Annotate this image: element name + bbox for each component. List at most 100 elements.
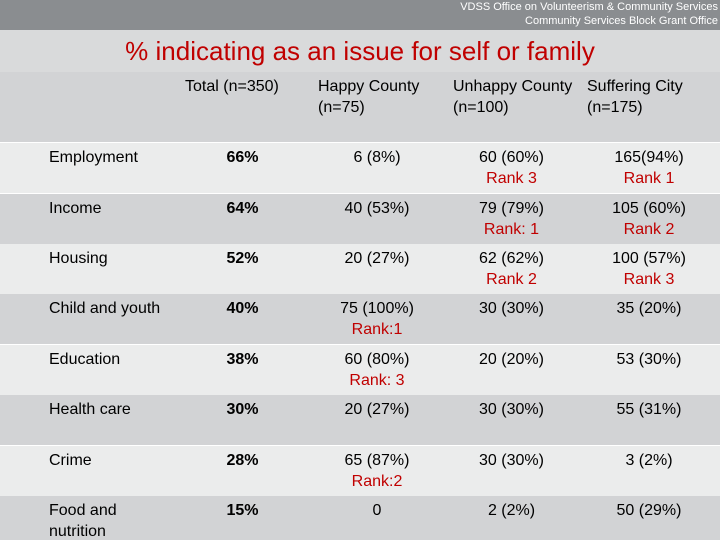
suffering-cell-value: 3 (2%) — [625, 452, 673, 469]
unhappy-cell-value: 30 (30%) — [479, 401, 544, 418]
total-cell-value: 64% — [226, 200, 259, 217]
rank-label: Rank: 3 — [349, 372, 405, 389]
unhappy-cell-value: 2 (2%) — [487, 502, 536, 519]
issue-label: Housing — [0, 244, 176, 294]
suffering-cell: 105 (60%) Rank 2 — [578, 194, 720, 244]
total-cell: 52% — [176, 244, 309, 294]
suffering-cell-value: 100 (57%) — [612, 250, 686, 267]
happy-cell-value: 60 (80%) — [344, 351, 410, 368]
rank-label: Rank:1 — [351, 321, 403, 338]
issue-label: Income — [0, 194, 176, 244]
happy-cell: 75 (100%) Rank:1 — [309, 294, 445, 344]
happy-cell: 0 — [309, 496, 445, 540]
happy-cell: 6 (8%) — [309, 143, 445, 193]
unhappy-cell: 2 (2%) — [445, 496, 578, 540]
suffering-cell: 35 (20%) — [578, 294, 720, 344]
happy-cell-value: 20 (27%) — [344, 250, 410, 267]
total-cell: 28% — [176, 446, 309, 496]
suffering-cell: 100 (57%) Rank 3 — [578, 244, 720, 294]
table-row: Employment 66% 6 (8%) 60 (60%) Rank 3 165(94%… — [0, 143, 720, 193]
unhappy-cell: 30 (30%) — [445, 446, 578, 496]
table-row: Child and youth 40% 75 (100%) Rank:1 30 (30%… — [0, 294, 720, 344]
table-row: Food and nutrition 15% 0 2 (2%) 50 (29%) — [0, 496, 720, 540]
suffering-cell-value: 50 (29%) — [616, 502, 682, 519]
rank-label: Rank 2 — [623, 221, 675, 238]
table-row: Housing 52% 20 (27%) 62 (62%) Rank 2 100 (57%… — [0, 244, 720, 294]
total-cell: 66% — [176, 143, 309, 193]
total-cell: 64% — [176, 194, 309, 244]
unhappy-cell: 20 (20%) — [445, 345, 578, 395]
rank-label: Rank 2 — [486, 271, 537, 288]
unhappy-cell: 30 (30%) — [445, 395, 578, 445]
rank-label: Rank 3 — [623, 271, 675, 288]
title-band — [0, 30, 720, 72]
suffering-cell-value: 105 (60%) — [612, 200, 686, 217]
happy-cell-value: 75 (100%) — [340, 300, 414, 317]
happy-cell-value: 20 (27%) — [344, 401, 410, 418]
unhappy-cell: 60 (60%) Rank 3 — [445, 143, 578, 193]
total-cell: 15% — [176, 496, 309, 540]
col-header-total: Total (n=350) — [176, 72, 309, 142]
suffering-cell: 165(94%) Rank 1 — [578, 143, 720, 193]
table-row: Crime 28% 65 (87%) Rank:2 30 (30%) 3 (2%) — [0, 446, 720, 496]
total-cell-value: 28% — [226, 452, 259, 469]
issue-label: Child and youth — [0, 294, 176, 344]
org-office: Community Services Block Grant Office — [525, 15, 718, 27]
table-row: Education 38% 60 (80%) Rank: 3 20 (20%) 53 (3… — [0, 345, 720, 395]
issue-label: Employment — [0, 143, 176, 193]
total-cell-value: 66% — [226, 149, 259, 166]
col-header-unhappy: Unhappy County (n=100) — [445, 72, 578, 142]
happy-cell-value: 0 — [372, 502, 382, 519]
rank-label: Rank: 1 — [483, 221, 540, 238]
col-header-suffering: Suffering City (n=175) — [578, 72, 720, 142]
unhappy-cell-value: 30 (30%) — [479, 452, 544, 469]
happy-cell-value: 40 (53%) — [344, 200, 410, 217]
total-cell-value: 52% — [226, 250, 259, 267]
org-name: VDSS Office on Volunteerism & Community … — [460, 1, 718, 13]
unhappy-cell: 62 (62%) Rank 2 — [445, 244, 578, 294]
happy-cell: 65 (87%) Rank:2 — [309, 446, 445, 496]
total-cell: 40% — [176, 294, 309, 344]
rank-label: Rank 3 — [486, 170, 537, 187]
suffering-cell-value: 53 (30%) — [616, 351, 682, 368]
total-cell-value: 38% — [226, 351, 259, 368]
suffering-cell: 53 (30%) — [578, 345, 720, 395]
total-cell: 38% — [176, 345, 309, 395]
happy-cell: 20 (27%) — [309, 244, 445, 294]
suffering-cell: 55 (31%) — [578, 395, 720, 445]
issue-label: Crime — [0, 446, 176, 496]
issues-table: Total (n=350) Happy County (n=75) Unhapp… — [0, 72, 720, 540]
table-row: Income 64% 40 (53%) 79 (79%) Rank: 1 105 (60%… — [0, 194, 720, 244]
happy-cell: 60 (80%) Rank: 3 — [309, 345, 445, 395]
unhappy-cell-value: 79 (79%) — [479, 200, 544, 217]
suffering-cell-value: 35 (20%) — [616, 300, 682, 317]
issue-label: Health care — [0, 395, 176, 445]
issue-label: Education — [0, 345, 176, 395]
header-blank-cell — [0, 72, 176, 142]
suffering-cell-value: 55 (31%) — [616, 401, 682, 418]
rank-label: Rank 1 — [623, 170, 675, 187]
header-bar: VDSS Office on Volunteerism & Community … — [0, 0, 720, 30]
table-row: Health care 30% 20 (27%) 30 (30%) 55 (31%) — [0, 395, 720, 445]
rank-label: Rank:2 — [351, 473, 403, 490]
suffering-cell: 50 (29%) — [578, 496, 720, 540]
total-cell-value: 30% — [226, 401, 259, 418]
unhappy-cell-value: 60 (60%) — [479, 149, 544, 166]
happy-cell-value: 65 (87%) — [344, 452, 410, 469]
suffering-cell: 3 (2%) — [578, 446, 720, 496]
happy-cell-value: 6 (8%) — [353, 149, 401, 166]
unhappy-cell: 79 (79%) Rank: 1 — [445, 194, 578, 244]
suffering-cell-value: 165(94%) — [614, 149, 684, 166]
total-cell-value: 40% — [226, 300, 259, 317]
unhappy-cell: 30 (30%) — [445, 294, 578, 344]
happy-cell: 20 (27%) — [309, 395, 445, 445]
unhappy-cell-value: 62 (62%) — [479, 250, 544, 267]
total-cell-value: 15% — [226, 502, 259, 519]
happy-cell: 40 (53%) — [309, 194, 445, 244]
page-title: % indicating as an issue for self or fam… — [125, 36, 595, 66]
unhappy-cell-value: 20 (20%) — [479, 351, 544, 368]
col-header-happy: Happy County (n=75) — [309, 72, 445, 142]
total-cell: 30% — [176, 395, 309, 445]
table-header-row: Total (n=350) Happy County (n=75) Unhapp… — [0, 72, 720, 142]
unhappy-cell-value: 30 (30%) — [479, 300, 544, 317]
